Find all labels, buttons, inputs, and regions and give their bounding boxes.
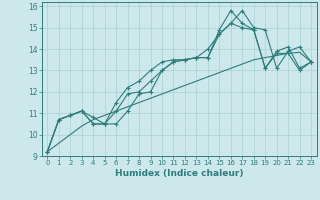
X-axis label: Humidex (Indice chaleur): Humidex (Indice chaleur) xyxy=(115,169,244,178)
